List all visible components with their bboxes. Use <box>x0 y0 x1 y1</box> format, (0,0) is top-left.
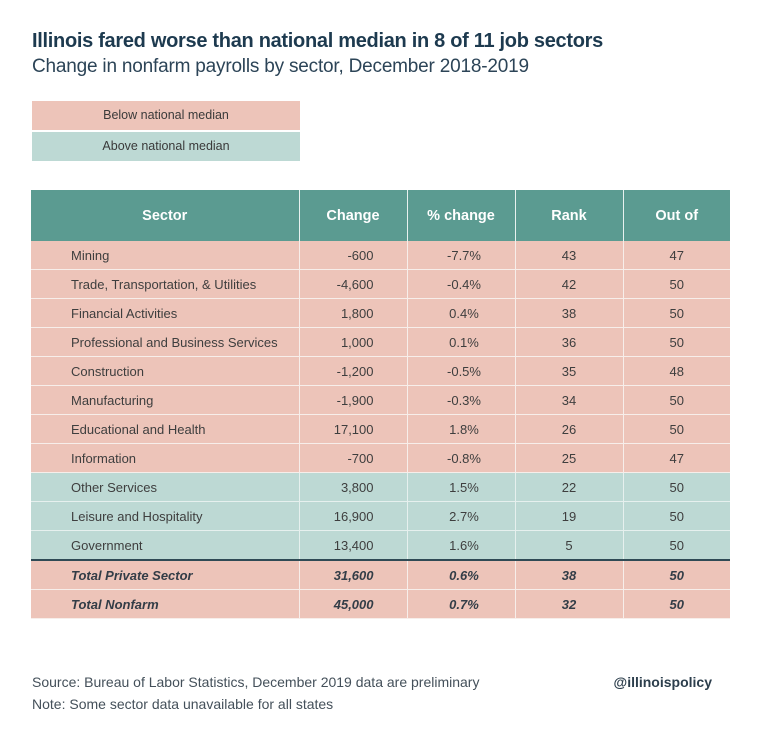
table-row: Government 13,400 1.6% 5 50 <box>31 530 730 561</box>
legend: Below national median Above national med… <box>32 101 300 163</box>
cell-out-of: 48 <box>623 356 730 386</box>
table-row: Leisure and Hospitality 16,900 2.7% 19 50 <box>31 501 730 531</box>
sector-table: Sector Change % change Rank Out of Minin… <box>31 190 730 619</box>
cell-sector: Construction <box>31 356 300 386</box>
cell-sector: Educational and Health <box>31 414 300 444</box>
cell-change: -600 <box>299 241 408 270</box>
cell-change: 1,800 <box>299 298 408 328</box>
legend-item-above: Above national median <box>32 132 300 161</box>
cell-pct-change: 1.5% <box>407 472 516 502</box>
cell-sector: Total Private Sector <box>31 559 300 590</box>
column-header-pct-change: % change <box>407 190 516 241</box>
chart-subtitle: Change in nonfarm payrolls by sector, De… <box>32 56 529 77</box>
cell-rank: 34 <box>515 385 624 415</box>
cell-pct-change: 0.1% <box>407 327 516 357</box>
cell-out-of: 50 <box>623 385 730 415</box>
cell-change: 1,000 <box>299 327 408 357</box>
cell-pct-change: 0.7% <box>407 589 516 619</box>
cell-pct-change: -0.8% <box>407 443 516 473</box>
cell-rank: 22 <box>515 472 624 502</box>
cell-rank: 38 <box>515 559 624 590</box>
cell-sector: Government <box>31 530 300 561</box>
cell-change: 45,000 <box>299 589 408 619</box>
table-row: Trade, Transportation, & Utilities -4,600… <box>31 269 730 299</box>
column-header-rank: Rank <box>515 190 624 241</box>
table-row: Construction -1,200 -0.5% 35 48 <box>31 356 730 386</box>
cell-rank: 32 <box>515 589 624 619</box>
cell-pct-change: -0.3% <box>407 385 516 415</box>
cell-pct-change: -0.5% <box>407 356 516 386</box>
column-header-sector: Sector <box>31 190 300 241</box>
cell-out-of: 50 <box>623 559 730 590</box>
social-handle: @illinoispolicy <box>613 674 712 690</box>
cell-rank: 19 <box>515 501 624 531</box>
cell-out-of: 50 <box>623 327 730 357</box>
cell-out-of: 50 <box>623 298 730 328</box>
cell-pct-change: 1.6% <box>407 530 516 561</box>
cell-out-of: 47 <box>623 443 730 473</box>
cell-out-of: 50 <box>623 530 730 561</box>
cell-out-of: 50 <box>623 472 730 502</box>
cell-out-of: 50 <box>623 269 730 299</box>
cell-out-of: 47 <box>623 241 730 270</box>
cell-rank: 5 <box>515 530 624 561</box>
column-header-out-of: Out of <box>623 190 730 241</box>
cell-sector: Manufacturing <box>31 385 300 415</box>
cell-rank: 36 <box>515 327 624 357</box>
cell-change: 16,900 <box>299 501 408 531</box>
cell-sector: Other Services <box>31 472 300 502</box>
cell-sector: Mining <box>31 241 300 270</box>
cell-sector: Professional and Business Services <box>31 327 300 357</box>
cell-out-of: 50 <box>623 414 730 444</box>
table-row: Information -700 -0.8% 25 47 <box>31 443 730 473</box>
cell-change: 13,400 <box>299 530 408 561</box>
table-row: Professional and Business Services 1,000 0… <box>31 327 730 357</box>
legend-item-below: Below national median <box>32 101 300 130</box>
cell-change: -1,900 <box>299 385 408 415</box>
cell-rank: 38 <box>515 298 624 328</box>
cell-sector: Information <box>31 443 300 473</box>
footnote: Note: Some sector data unavailable for a… <box>32 696 334 712</box>
table-row: Manufacturing -1,900 -0.3% 34 50 <box>31 385 730 415</box>
cell-rank: 35 <box>515 356 624 386</box>
cell-change: -4,600 <box>299 269 408 299</box>
cell-rank: 42 <box>515 269 624 299</box>
table-row: Financial Activities 1,800 0.4% 38 50 <box>31 298 730 328</box>
column-header-change: Change <box>299 190 408 241</box>
table-row: Educational and Health 17,100 1.8% 26 50 <box>31 414 730 444</box>
cell-change: -1,200 <box>299 356 408 386</box>
cell-change: 31,600 <box>299 559 408 590</box>
table-header-row: Sector Change % change Rank Out of <box>31 190 730 241</box>
table-row: Mining -600 -7.7% 43 47 <box>31 241 730 270</box>
cell-sector: Leisure and Hospitality <box>31 501 300 531</box>
cell-pct-change: 2.7% <box>407 501 516 531</box>
cell-rank: 25 <box>515 443 624 473</box>
cell-change: -700 <box>299 443 408 473</box>
cell-change: 17,100 <box>299 414 408 444</box>
table-body: Mining -600 -7.7% 43 47 Trade, Transportation… <box>31 241 730 619</box>
chart-title: Illinois fared worse than national media… <box>32 30 603 52</box>
cell-sector: Total Nonfarm <box>31 589 300 619</box>
table-total-row: Total Nonfarm 45,000 0.7% 32 50 <box>31 589 730 619</box>
table-row: Other Services 3,800 1.5% 22 50 <box>31 472 730 502</box>
cell-pct-change: 0.4% <box>407 298 516 328</box>
cell-out-of: 50 <box>623 501 730 531</box>
cell-sector: Trade, Transportation, & Utilities <box>31 269 300 299</box>
cell-sector: Financial Activities <box>31 298 300 328</box>
cell-rank: 26 <box>515 414 624 444</box>
cell-pct-change: -0.4% <box>407 269 516 299</box>
source-note: Source: Bureau of Labor Statistics, Dece… <box>32 674 480 690</box>
cell-pct-change: -7.7% <box>407 241 516 270</box>
cell-pct-change: 0.6% <box>407 559 516 590</box>
cell-rank: 43 <box>515 241 624 270</box>
cell-pct-change: 1.8% <box>407 414 516 444</box>
table-total-row: Total Private Sector 31,600 0.6% 38 50 <box>31 559 730 590</box>
cell-out-of: 50 <box>623 589 730 619</box>
cell-change: 3,800 <box>299 472 408 502</box>
